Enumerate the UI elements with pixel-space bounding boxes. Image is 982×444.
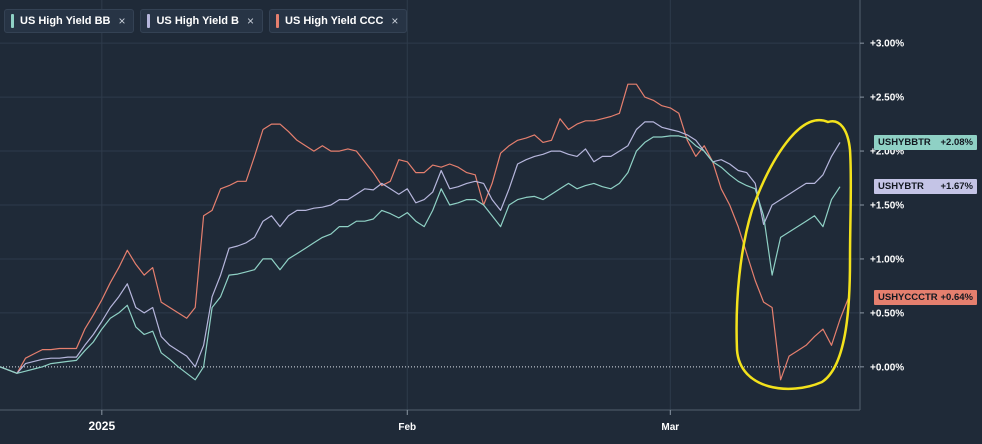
tag-ticker: USHYCCCTR bbox=[878, 292, 938, 304]
legend-swatch-ccc bbox=[276, 14, 280, 28]
tag-ticker: USHYBTR bbox=[878, 181, 924, 193]
price-tag-b: USHYBTR +1.67% bbox=[874, 179, 977, 195]
legend-swatch-b bbox=[147, 14, 151, 28]
y-tick-label: +1.50% bbox=[870, 201, 904, 212]
price-tag-bb: USHYBBTR +2.08% bbox=[874, 134, 977, 150]
series-line-b bbox=[0, 121, 841, 374]
y-tick-label: +2.00% bbox=[870, 147, 904, 158]
x-tick-label: Mar bbox=[661, 422, 679, 433]
series-line-ccc bbox=[0, 83, 850, 381]
price-tag-ccc: USHYCCCTR +0.64% bbox=[874, 290, 977, 306]
x-tick-label: 2025 bbox=[88, 419, 115, 433]
tag-value: +1.67% bbox=[940, 181, 974, 193]
legend: US High Yield BB × US High Yield B × US … bbox=[4, 9, 408, 33]
close-icon[interactable]: × bbox=[118, 14, 126, 28]
legend-swatch-bb bbox=[11, 14, 14, 28]
legend-label-bb: US High Yield BB bbox=[20, 15, 111, 27]
x-axis-ticks: 2025 Feb Mar bbox=[88, 410, 679, 433]
legend-label-ccc: US High Yield CCC bbox=[285, 15, 384, 27]
close-icon[interactable]: × bbox=[247, 14, 255, 28]
y-tick-label: +3.00% bbox=[870, 39, 904, 50]
y-tick-label: +1.00% bbox=[870, 254, 904, 265]
y-axis-ticks: +3.00% +2.50% +2.00% +1.50% +1.00% +0.50% +0.0… bbox=[860, 39, 904, 373]
legend-chip-ccc[interactable]: US High Yield CCC × bbox=[269, 9, 408, 33]
series-line-bb bbox=[0, 135, 841, 381]
y-tick-label: +0.00% bbox=[870, 362, 904, 373]
tag-ticker: USHYBBTR bbox=[878, 136, 931, 148]
tag-value: +2.08% bbox=[940, 136, 974, 148]
series-lines bbox=[0, 83, 850, 381]
legend-chip-b[interactable]: US High Yield B × bbox=[140, 9, 264, 33]
x-tick-label: Feb bbox=[398, 422, 416, 433]
chart-grid bbox=[0, 0, 860, 410]
y-tick-label: +2.50% bbox=[870, 93, 904, 104]
legend-chip-bb[interactable]: US High Yield BB × bbox=[4, 9, 135, 33]
highlight-ellipse-annotation bbox=[735, 119, 853, 391]
tag-value: +0.64% bbox=[940, 292, 974, 304]
close-icon[interactable]: × bbox=[391, 14, 399, 28]
y-tick-label: +0.50% bbox=[870, 308, 904, 319]
legend-label-b: US High Yield B bbox=[156, 15, 239, 27]
